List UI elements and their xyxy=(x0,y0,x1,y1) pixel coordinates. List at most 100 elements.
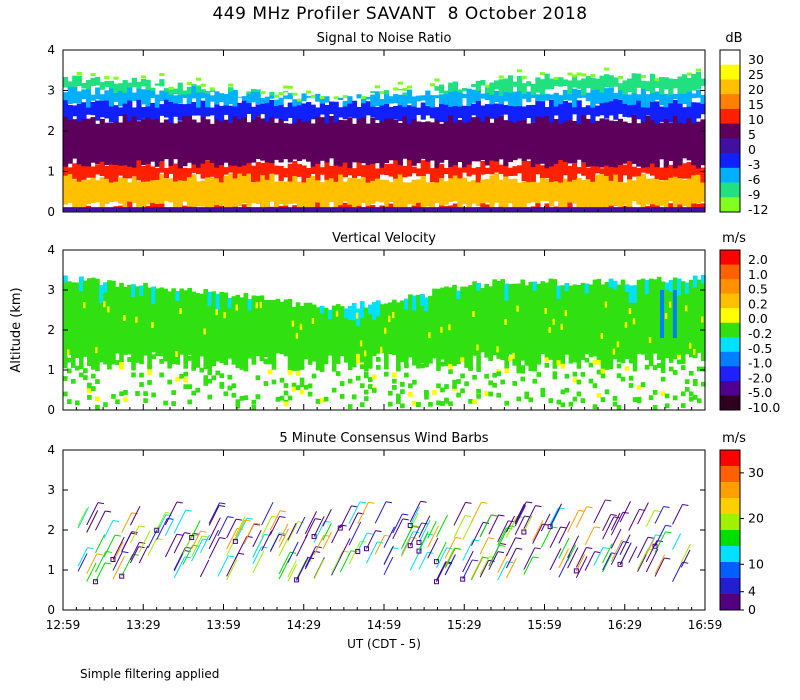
wind-barb xyxy=(164,518,175,536)
velocity-cell xyxy=(676,278,682,355)
snr-cell xyxy=(260,98,266,104)
wind-barb-flag xyxy=(613,516,620,519)
wind-barb xyxy=(339,505,352,529)
velocity-cell xyxy=(448,369,453,375)
velocity-cell xyxy=(143,398,148,404)
velocity-cell xyxy=(568,285,574,364)
colorbar-swatch xyxy=(720,546,740,563)
snr-cell xyxy=(475,167,481,183)
wind-barb xyxy=(322,508,332,527)
snr-cell xyxy=(617,173,624,208)
snr-cell xyxy=(617,83,624,91)
snr-cell xyxy=(576,72,582,76)
snr-cell xyxy=(163,167,170,179)
snr-cell xyxy=(338,107,344,118)
velocity-cell xyxy=(688,391,694,397)
snr-cell xyxy=(264,114,270,163)
snr-cell xyxy=(599,173,605,209)
wind-barb xyxy=(339,538,351,558)
snr-cell xyxy=(590,163,596,182)
snr-cell xyxy=(604,159,610,176)
snr-cell xyxy=(159,161,165,173)
snr-cell xyxy=(581,114,587,163)
velocity-cell xyxy=(532,281,538,372)
velocity-cell xyxy=(235,403,241,409)
snr-cell xyxy=(255,116,261,159)
wind-barb xyxy=(348,540,362,565)
calm-wind-marker xyxy=(407,543,413,549)
snr-cell xyxy=(640,75,646,79)
snr-cell xyxy=(351,168,358,178)
velocity-cell xyxy=(175,350,178,357)
snr-cell xyxy=(173,100,179,117)
snr-cell xyxy=(104,80,110,88)
snr-cell xyxy=(429,83,436,87)
colorbar-label: 25 xyxy=(748,67,764,82)
wind-barb xyxy=(505,515,515,533)
velocity-cell xyxy=(584,283,590,294)
velocity-cell xyxy=(183,290,188,369)
x-tick-label: 14:59 xyxy=(367,618,402,632)
velocity-cell xyxy=(648,278,654,367)
snr-cell xyxy=(466,161,472,177)
wind-barb-flag xyxy=(412,525,420,528)
wind-barb-flag xyxy=(351,505,358,508)
snr-cell xyxy=(159,73,165,77)
snr-cell xyxy=(384,90,390,95)
snr-cell xyxy=(512,178,518,208)
snr-cell xyxy=(429,182,436,210)
wind-barb xyxy=(313,558,325,580)
snr-cell xyxy=(590,120,596,167)
velocity-cell xyxy=(251,399,257,405)
velocity-cell xyxy=(275,298,281,354)
snr-cell xyxy=(127,98,133,121)
snr-cell xyxy=(682,118,688,159)
snr-cell xyxy=(186,81,192,85)
velocity-cell xyxy=(147,287,152,368)
snr-cell xyxy=(393,119,399,161)
snr-cell xyxy=(526,160,532,183)
snr-cell xyxy=(361,98,367,104)
snr-cell xyxy=(608,87,614,102)
colorbar-label: -1.0 xyxy=(748,356,772,371)
snr-cell xyxy=(498,95,504,105)
y-tick-label: 3 xyxy=(47,283,55,297)
velocity-cell xyxy=(171,390,176,395)
velocity-cell xyxy=(347,378,353,384)
wind-barb-flag xyxy=(315,546,322,549)
wind-barb-flag xyxy=(279,516,286,519)
snr-cell xyxy=(489,82,495,95)
velocity-cell xyxy=(215,293,221,362)
snr-cell xyxy=(154,167,160,180)
velocity-cell xyxy=(448,401,453,407)
snr-cell xyxy=(379,119,385,168)
wind-barb-flag xyxy=(560,526,567,529)
velocity-cell xyxy=(560,402,566,408)
wind-barb xyxy=(593,547,604,566)
snr-cell xyxy=(131,176,137,204)
wind-barb xyxy=(130,542,140,561)
velocity-cell xyxy=(231,392,237,398)
wind-barb xyxy=(392,518,404,540)
snr-cell xyxy=(85,89,92,108)
snr-cell xyxy=(260,91,266,95)
velocity-cell xyxy=(668,366,674,372)
velocity-cell xyxy=(375,300,381,354)
wind-barb xyxy=(672,504,683,525)
wind-barb-flag xyxy=(227,516,234,519)
wind-barb xyxy=(173,550,185,572)
snr-cell xyxy=(480,93,486,99)
snr-cell xyxy=(301,119,307,160)
snr-cell xyxy=(85,80,92,89)
snr-cell xyxy=(448,166,454,179)
snr-cell xyxy=(452,90,458,107)
snr-cell xyxy=(544,107,550,117)
wind-barb xyxy=(558,521,571,544)
snr-cell xyxy=(264,96,270,103)
snr-cell xyxy=(209,107,215,116)
wind-barb-flag xyxy=(611,552,618,555)
wind-barb xyxy=(418,552,428,570)
snr-cell xyxy=(127,114,133,167)
velocity-cell xyxy=(456,379,461,384)
